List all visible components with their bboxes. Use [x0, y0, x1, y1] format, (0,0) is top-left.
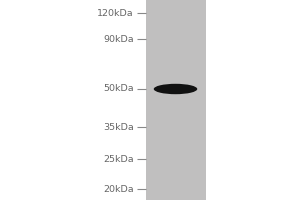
Text: 50kDa: 50kDa [103, 84, 134, 93]
Ellipse shape [154, 84, 197, 94]
Text: 25kDa: 25kDa [103, 154, 134, 164]
Text: 90kDa: 90kDa [103, 34, 134, 44]
Bar [146, 0, 206, 200]
Text: 20kDa: 20kDa [103, 184, 134, 194]
Text: 35kDa: 35kDa [103, 122, 134, 132]
Text: 120kDa: 120kDa [97, 8, 134, 18]
